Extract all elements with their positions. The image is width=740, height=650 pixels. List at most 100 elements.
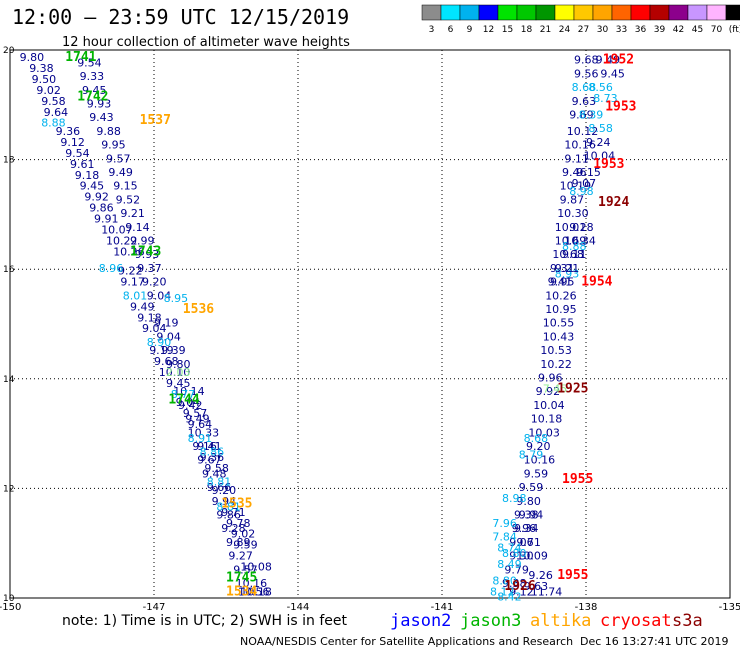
data-point-jason2: 9.86 [216,509,241,522]
pass-time-label: 1926 [504,579,535,594]
colorbar-label: 30 [597,25,609,35]
y-tick-label: 12 [3,484,14,494]
data-point-jason2: 9.14 [125,221,150,234]
data-point-cryosat: 9.15 [576,166,601,179]
data-point-jason2: 9.38 [29,62,54,75]
data-point-jason2: 9.80 [166,358,191,371]
data-point-jason2: 9.93 [135,248,160,261]
data-point-jason2: 9.02 [231,528,256,541]
data-point-cryosat: 10.34 [564,235,596,248]
x-tick-label: -135 [719,602,740,613]
data-point-jason2: 10.69 [555,235,587,248]
data-point-jason2: 9.71 [516,536,541,549]
data-point-jason2: 9.88 [96,125,121,138]
pass-time-label: 1925 [557,382,588,397]
data-point-jason2: 9.18 [75,169,100,182]
data-point-jason2: 9.38 [514,509,539,522]
data-point-jason2: 9.57 [106,152,131,165]
data-point-jason2: 9.43 [89,111,114,124]
data-point-jason2: 9.59 [524,467,549,480]
data-point-jason2: 9.27 [228,550,253,563]
data-point-jason2: 9.68 [574,54,599,67]
data-point-jason2: 10.16 [236,577,268,590]
colorbar-swatch [554,4,575,21]
x-tick-label: -144 [287,602,310,613]
data-points: 9.809.389.509.029.589.649.369.129.549.61… [20,51,625,604]
data-point-jason2: 9.33 [80,70,105,83]
data-point-jason2: 10.01 [555,221,587,234]
data-point-jason2-light: 8.74 [497,541,522,554]
data-point-jason2: 9.45 [166,377,191,390]
colorbar-swatch [649,4,670,21]
data-point-jason2: 9.48 [202,467,227,480]
data-point-jason2: 9.61 [70,158,95,171]
data-point-jason2: 9.66 [207,481,232,494]
pass-time-label: 1954 [581,275,612,290]
data-point-jason2: 9.54 [77,56,102,69]
legend-jason3: jason3 [460,611,521,631]
pass-time-label: 1955 [562,472,593,487]
data-point-jason2-light: 8.95 [164,292,189,305]
data-point-jason2: 9.92 [84,191,109,204]
colorbar-label: (ft) [729,25,740,35]
data-point-cryosat: 9.28 [569,221,594,234]
data-point-jason2: 10.30 [557,207,589,220]
data-point-jason2: 10.07 [101,224,133,237]
data-point-jason2-light: 8.49 [497,558,522,571]
colorbar-label: 21 [540,25,551,35]
data-point-jason2: 9.49 [130,300,155,313]
legend-altika: altika [530,611,591,631]
data-point-jason2: 10.43 [543,330,575,343]
colorbar-swatch [535,4,556,21]
data-point-jason2: 9.15 [113,180,138,193]
data-point-jason2: 9.49 [185,413,210,426]
pass-time-label: 1534 [226,584,257,599]
colorbar-swatch [687,4,708,21]
chart-subtitle: 12 hour collection of altimeter wave hei… [62,35,350,50]
data-point-jason2-light: 8.98 [502,492,527,505]
data-point-jason2: 9.04 [156,330,181,343]
data-point-jason2: 9.36 [200,451,225,464]
colorbar-label: 27 [578,25,589,35]
colorbar-swatch [592,4,613,21]
pass-time-label: 1537 [140,113,171,128]
data-point-jason2: 10.03 [528,426,560,439]
data-point-jason2: 9.87 [560,193,585,206]
legend-cryosat: cryosat [600,611,672,631]
data-point-jason2: 9.06 [509,536,534,549]
pass-time-label: 1743 [130,245,161,260]
data-point-jason2: 9.16 [192,440,217,453]
data-point-jason2: 9.69 [569,109,594,122]
chart-grid [10,50,730,598]
legend-s3a: s3a [672,611,703,631]
data-point-jason2: 10.16 [564,139,596,152]
data-point-jason2-light: 8.96 [99,262,124,275]
colorbar-label: 3 [429,25,435,35]
colorbar-swatch [573,4,594,21]
data-point-jason2: 9.58 [204,462,229,475]
data-point-jason2: 9.52 [116,193,141,206]
data-point-jason2: 9.37 [137,262,162,275]
data-point-jason2: 10.55 [543,317,575,330]
data-point-jason2: 10.56 [238,585,270,598]
colorbar-swatch [516,4,537,21]
data-point-jason2: 10.26 [545,289,577,302]
pass-time-label: 1741 [65,50,96,65]
data-point-jason2: 9.68 [154,355,179,368]
data-point-jason2: 10.04 [533,399,565,412]
data-point-cryosat: 9.49 [596,54,621,67]
data-point-jason2: 9.19 [149,344,174,357]
colorbar-swatch [706,4,727,21]
data-point-jason2: 10.14 [173,385,205,398]
data-point-jason2: 9.93 [87,98,112,111]
colorbar-label: 24 [559,25,571,35]
pass-time-label: 1742 [77,89,108,104]
data-point-jason2: 9.56 [574,67,599,80]
data-point-jason2: 9.45 [80,180,105,193]
data-point-jason2-light: 8.88 [41,117,65,130]
data-point-jason2: 10.18 [531,413,563,426]
x-tick-label: -141 [431,602,454,613]
data-point-jason2: 9.78 [226,517,251,530]
